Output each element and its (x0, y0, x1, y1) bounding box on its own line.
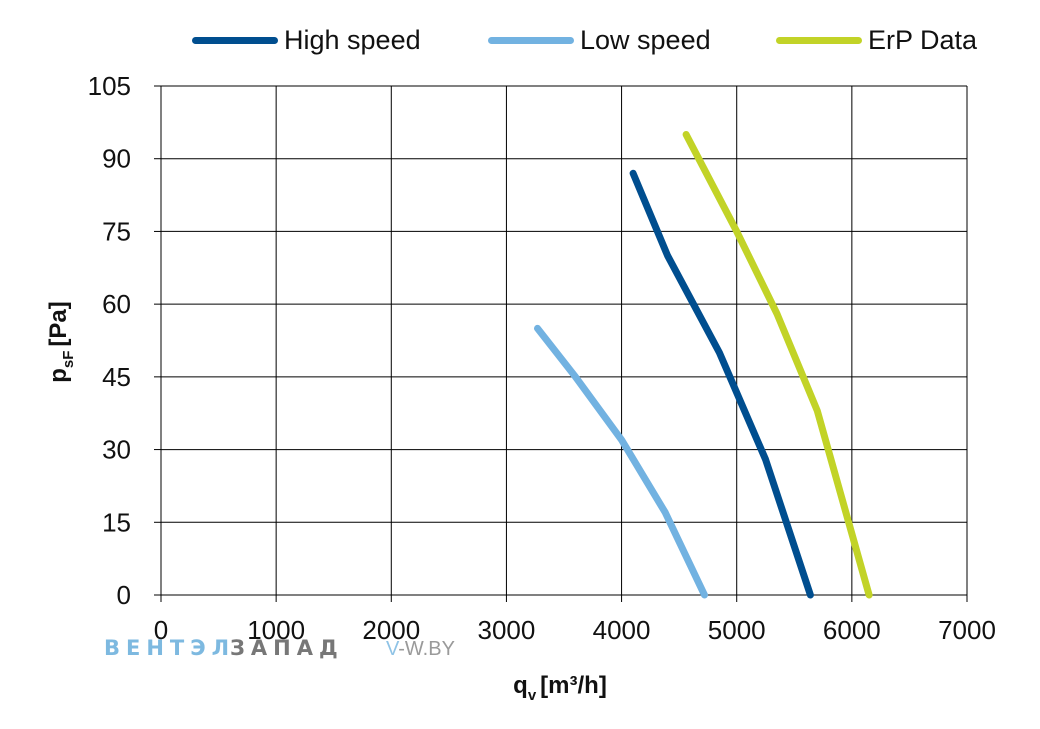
y-tick-label-0: 0 (117, 580, 131, 610)
x-tick-labels: 0 1000 2000 3000 4000 5000 6000 7000 (154, 615, 996, 645)
legend-label-low-speed: Low speed (580, 24, 711, 55)
watermark-site-v: V (386, 638, 399, 660)
grid-lines (154, 85, 968, 602)
y-tick-label-2: 30 (102, 435, 131, 465)
legend-swatch-high-speed (192, 36, 278, 44)
series-lines (534, 131, 873, 599)
series-line-erp-data (682, 131, 873, 599)
y-tick-label-4: 60 (102, 289, 131, 319)
x-tick-label-7: 7000 (938, 615, 996, 645)
x-tick-label-1: 1000 (247, 615, 305, 645)
legend-item-erp-data: ErP Data (776, 22, 977, 58)
legend-label-high-speed: High speed (284, 24, 421, 55)
axis-labels: psF[Pa] qv [m³/h] (45, 301, 607, 704)
legend-item-high-speed: High speed (192, 22, 421, 58)
series-line-high-speed (629, 169, 814, 599)
watermark-site: V-W.BY (386, 638, 455, 661)
watermark-part2: ЗАПАД (230, 636, 344, 660)
legend-item-low-speed: Low speed (488, 22, 711, 58)
y-tick-label-6: 90 (102, 144, 131, 174)
x-tick-label-4: 4000 (593, 615, 651, 645)
x-tick-label-0: 0 (154, 615, 168, 645)
watermark-site-rest: -W.BY (398, 638, 455, 660)
x-tick-label-2: 2000 (362, 615, 420, 645)
y-tick-labels: 0 15 30 45 60 75 90 105 (88, 71, 131, 610)
series-line-low-speed (534, 324, 708, 599)
y-tick-label-5: 75 (102, 216, 131, 246)
y-tick-label-3: 45 (102, 362, 131, 392)
x-axis-label: qv [m³/h] (513, 672, 607, 704)
x-tick-label-6: 6000 (823, 615, 881, 645)
y-axis-label: psF[Pa] (45, 301, 77, 383)
legend-swatch-erp-data (776, 36, 862, 44)
y-tick-label-1: 15 (102, 507, 131, 537)
legend-label-erp-data: ErP Data (868, 24, 978, 55)
x-tick-label-3: 3000 (478, 615, 536, 645)
y-tick-label-7: 105 (88, 71, 131, 101)
legend-swatch-low-speed (488, 36, 574, 44)
x-tick-label-5: 5000 (708, 615, 766, 645)
watermark-part1: ВЕНТЭЛ (104, 636, 236, 660)
